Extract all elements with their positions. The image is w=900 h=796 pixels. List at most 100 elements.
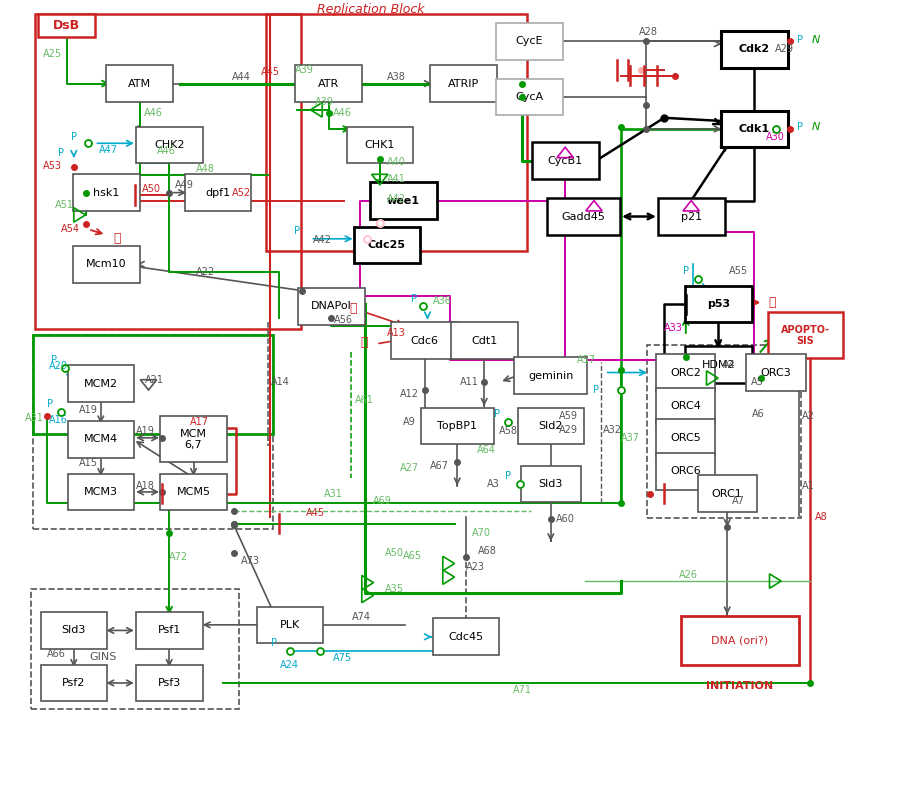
FancyBboxPatch shape bbox=[68, 474, 134, 510]
FancyBboxPatch shape bbox=[160, 416, 227, 462]
Text: A58: A58 bbox=[499, 427, 518, 436]
Text: ATM: ATM bbox=[128, 79, 151, 88]
FancyBboxPatch shape bbox=[346, 127, 413, 163]
FancyBboxPatch shape bbox=[73, 246, 140, 283]
Text: P: P bbox=[796, 123, 803, 132]
Text: A37: A37 bbox=[620, 433, 640, 443]
FancyBboxPatch shape bbox=[68, 421, 134, 458]
Text: Cdt1: Cdt1 bbox=[471, 336, 498, 345]
Text: P: P bbox=[494, 409, 500, 419]
FancyBboxPatch shape bbox=[136, 665, 202, 701]
Text: A36: A36 bbox=[434, 296, 452, 306]
Text: CycE: CycE bbox=[516, 37, 543, 46]
Text: GINS: GINS bbox=[90, 652, 117, 661]
FancyBboxPatch shape bbox=[392, 322, 458, 359]
Text: MCM
6,7: MCM 6,7 bbox=[180, 429, 207, 450]
Text: CycB1: CycB1 bbox=[547, 156, 583, 166]
Text: MCM2: MCM2 bbox=[84, 379, 118, 388]
Text: CycA: CycA bbox=[515, 92, 544, 102]
Text: A52: A52 bbox=[231, 188, 251, 197]
Text: A15: A15 bbox=[78, 458, 98, 468]
Text: ⛔: ⛔ bbox=[361, 336, 368, 349]
Text: ORC4: ORC4 bbox=[670, 401, 701, 411]
Text: Psf1: Psf1 bbox=[158, 626, 181, 635]
FancyBboxPatch shape bbox=[496, 79, 562, 115]
Text: APOPTO-
SIS: APOPTO- SIS bbox=[781, 325, 830, 345]
Text: A9: A9 bbox=[403, 417, 416, 427]
Text: A67: A67 bbox=[429, 461, 449, 470]
Text: P: P bbox=[593, 385, 598, 395]
Text: P: P bbox=[294, 226, 300, 236]
Text: A20: A20 bbox=[49, 361, 68, 371]
FancyBboxPatch shape bbox=[515, 357, 587, 394]
Text: A39: A39 bbox=[295, 65, 313, 75]
FancyBboxPatch shape bbox=[521, 466, 580, 502]
Text: A51: A51 bbox=[55, 201, 75, 210]
Text: ⛔: ⛔ bbox=[769, 296, 776, 309]
FancyBboxPatch shape bbox=[746, 354, 806, 391]
Text: Psf3: Psf3 bbox=[158, 678, 181, 688]
Text: A42: A42 bbox=[386, 194, 406, 204]
Text: A75: A75 bbox=[332, 654, 352, 663]
FancyBboxPatch shape bbox=[136, 127, 202, 163]
FancyBboxPatch shape bbox=[656, 388, 716, 424]
Text: P: P bbox=[51, 355, 57, 365]
Text: TopBP1: TopBP1 bbox=[437, 421, 477, 431]
Text: A73: A73 bbox=[240, 556, 260, 566]
Text: A56: A56 bbox=[334, 315, 354, 325]
Text: A14: A14 bbox=[272, 377, 290, 387]
FancyBboxPatch shape bbox=[656, 354, 716, 391]
FancyBboxPatch shape bbox=[496, 23, 562, 60]
Text: A24: A24 bbox=[280, 660, 300, 669]
FancyBboxPatch shape bbox=[685, 346, 752, 383]
Text: A21: A21 bbox=[145, 375, 165, 384]
Text: DsB: DsB bbox=[53, 19, 80, 32]
Text: p21: p21 bbox=[680, 212, 702, 221]
Text: A55: A55 bbox=[728, 266, 748, 275]
Text: Sld3: Sld3 bbox=[538, 479, 563, 489]
Text: A60: A60 bbox=[556, 514, 574, 524]
Text: A47: A47 bbox=[98, 145, 118, 154]
Text: A33: A33 bbox=[664, 323, 682, 333]
Text: A12: A12 bbox=[400, 389, 419, 399]
FancyBboxPatch shape bbox=[547, 198, 619, 235]
FancyBboxPatch shape bbox=[370, 182, 436, 219]
Text: hsk1: hsk1 bbox=[93, 188, 120, 197]
Text: ATRIP: ATRIP bbox=[448, 79, 479, 88]
Text: A59: A59 bbox=[559, 411, 579, 420]
Text: Cdc45: Cdc45 bbox=[448, 632, 484, 642]
Text: Cdc6: Cdc6 bbox=[410, 336, 439, 345]
FancyBboxPatch shape bbox=[768, 312, 843, 358]
Text: A72: A72 bbox=[168, 552, 188, 562]
Text: DNAPol: DNAPol bbox=[310, 302, 352, 311]
Text: ORC5: ORC5 bbox=[670, 433, 701, 443]
Text: MCM5: MCM5 bbox=[176, 487, 211, 497]
Text: A46: A46 bbox=[333, 108, 351, 118]
Text: A70: A70 bbox=[472, 529, 491, 538]
Text: ORC3: ORC3 bbox=[760, 368, 791, 377]
Text: A45: A45 bbox=[305, 509, 325, 518]
Text: A46: A46 bbox=[144, 108, 162, 118]
FancyBboxPatch shape bbox=[106, 65, 173, 102]
Text: ORC1: ORC1 bbox=[712, 489, 742, 498]
FancyBboxPatch shape bbox=[721, 111, 788, 147]
Text: Sld3: Sld3 bbox=[61, 626, 86, 635]
Text: Replication Block: Replication Block bbox=[317, 3, 424, 16]
Text: ⛔: ⛔ bbox=[349, 302, 356, 315]
Text: A32: A32 bbox=[602, 425, 622, 435]
Text: A4: A4 bbox=[723, 360, 735, 369]
Text: A69: A69 bbox=[374, 497, 392, 506]
Text: A3: A3 bbox=[487, 479, 500, 489]
Text: A35: A35 bbox=[384, 584, 404, 594]
Text: wee1: wee1 bbox=[387, 196, 419, 205]
Text: A68: A68 bbox=[479, 546, 497, 556]
Text: A39: A39 bbox=[315, 97, 333, 107]
FancyBboxPatch shape bbox=[354, 227, 420, 263]
Text: DNA (ori?): DNA (ori?) bbox=[711, 636, 769, 646]
FancyBboxPatch shape bbox=[40, 612, 107, 649]
Text: A57: A57 bbox=[577, 355, 597, 365]
Text: P: P bbox=[411, 294, 417, 303]
Text: A40: A40 bbox=[387, 157, 405, 166]
FancyBboxPatch shape bbox=[256, 607, 323, 643]
FancyBboxPatch shape bbox=[298, 288, 365, 325]
